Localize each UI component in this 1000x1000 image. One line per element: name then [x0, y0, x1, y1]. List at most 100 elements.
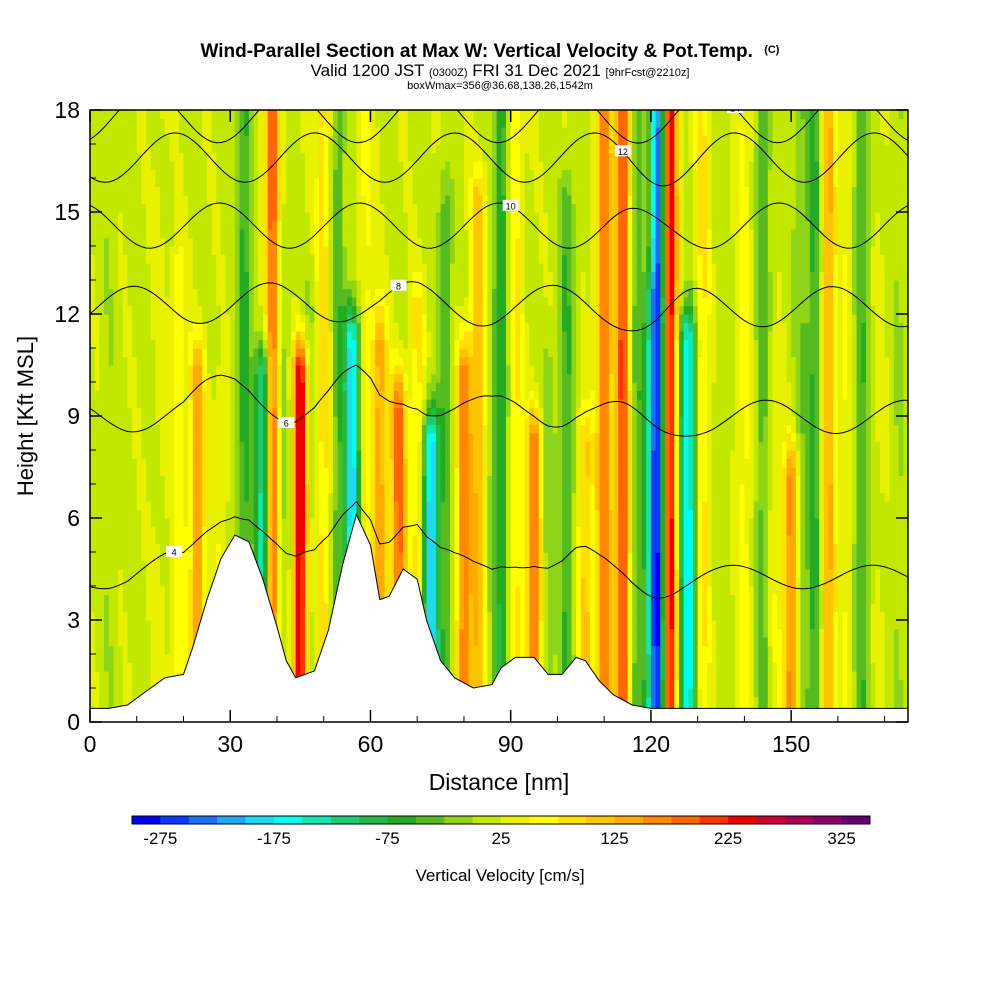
velocity-cell: [389, 365, 395, 375]
velocity-cell: [174, 339, 180, 349]
velocity-cell: [164, 254, 171, 264]
velocity-cell: [127, 382, 133, 392]
velocity-cell: [155, 569, 161, 579]
velocity-cell: [365, 433, 372, 443]
velocity-cell: [174, 288, 180, 298]
velocity-cell: [403, 203, 409, 213]
velocity-cell: [113, 645, 119, 655]
velocity-cell: [323, 356, 329, 366]
velocity-cell: [398, 152, 404, 162]
velocity-cell: [220, 458, 227, 468]
velocity-cell: [160, 271, 166, 281]
velocity-cell: [220, 390, 227, 400]
velocity-cell: [150, 110, 157, 120]
velocity-cell: [122, 594, 128, 604]
velocity-cell: [305, 263, 311, 273]
velocity-cell: [347, 458, 353, 468]
velocity-cell: [295, 348, 301, 358]
velocity-cell: [90, 611, 96, 621]
velocity-cell: [141, 144, 147, 154]
velocity-cell: [286, 135, 292, 145]
velocity-cell: [337, 552, 344, 562]
velocity-cell: [94, 356, 100, 366]
velocity-cell: [183, 637, 189, 647]
velocity-cell: [262, 127, 269, 137]
velocity-cell: [178, 127, 185, 137]
velocity-cell: [407, 288, 414, 298]
velocity-cell: [136, 110, 143, 120]
velocity-cell: [136, 586, 143, 596]
velocity-cell: [361, 186, 367, 196]
velocity-cell: [169, 492, 175, 502]
velocity-cell: [183, 373, 189, 383]
velocity-cell: [202, 348, 208, 358]
velocity-cell: [160, 450, 166, 460]
velocity-cell: [99, 594, 105, 604]
velocity-cell: [183, 492, 189, 502]
velocity-cell: [295, 671, 301, 681]
velocity-cell: [267, 382, 273, 392]
velocity-cell: [122, 450, 128, 460]
velocity-cell: [202, 475, 208, 485]
velocity-cell: [248, 229, 255, 239]
velocity-cell: [356, 288, 362, 298]
velocity-cell: [169, 152, 175, 162]
velocity-cell: [281, 620, 287, 630]
velocity-cell: [169, 433, 175, 443]
velocity-cell: [174, 237, 180, 247]
velocity-cell: [239, 263, 245, 273]
velocity-cell: [305, 645, 311, 655]
velocity-cell: [272, 467, 278, 477]
velocity-cell: [239, 161, 245, 171]
velocity-cell: [127, 118, 133, 128]
velocity-cell: [178, 161, 185, 171]
velocity-cell: [393, 450, 400, 460]
velocity-cell: [295, 271, 301, 281]
velocity-cell: [136, 263, 143, 273]
velocity-cell: [267, 433, 273, 443]
velocity-cell: [132, 195, 138, 205]
velocity-cell: [169, 365, 175, 375]
velocity-cell: [225, 365, 231, 375]
velocity-cell: [361, 305, 367, 315]
velocity-cell: [262, 526, 269, 536]
velocity-cell: [407, 433, 414, 443]
velocity-cell: [314, 220, 320, 230]
velocity-cell: [188, 450, 194, 460]
velocity-cell: [197, 169, 203, 179]
velocity-cell: [104, 135, 110, 145]
velocity-cell: [290, 628, 297, 638]
velocity-cell: [113, 254, 119, 264]
velocity-cell: [155, 297, 161, 307]
velocity-cell: [375, 407, 381, 417]
velocity-cell: [351, 297, 358, 307]
velocity-cell: [104, 628, 110, 638]
velocity-cell: [94, 645, 100, 655]
velocity-cell: [286, 246, 292, 256]
velocity-cell: [407, 178, 414, 188]
velocity-cell: [295, 535, 301, 545]
velocity-cell: [407, 161, 414, 171]
velocity-cell: [272, 203, 278, 213]
velocity-cell: [183, 365, 189, 375]
velocity-cell: [99, 509, 105, 519]
velocity-cell: [118, 127, 124, 137]
velocity-cell: [178, 314, 185, 324]
velocity-cell: [356, 416, 362, 426]
velocity-cell: [342, 118, 348, 128]
velocity-cell: [197, 237, 203, 247]
velocity-cell: [267, 569, 273, 579]
velocity-cell: [174, 628, 180, 638]
velocity-cell: [300, 237, 306, 247]
velocity-cell: [220, 152, 227, 162]
velocity-cell: [337, 271, 344, 281]
velocity-cell: [108, 509, 114, 519]
velocity-cell: [290, 169, 297, 179]
velocity-cell: [276, 186, 283, 196]
velocity-cell: [314, 271, 320, 281]
velocity-cell: [127, 671, 133, 681]
velocity-cell: [295, 373, 301, 383]
velocity-cell: [403, 144, 409, 154]
velocity-cell: [146, 110, 152, 120]
